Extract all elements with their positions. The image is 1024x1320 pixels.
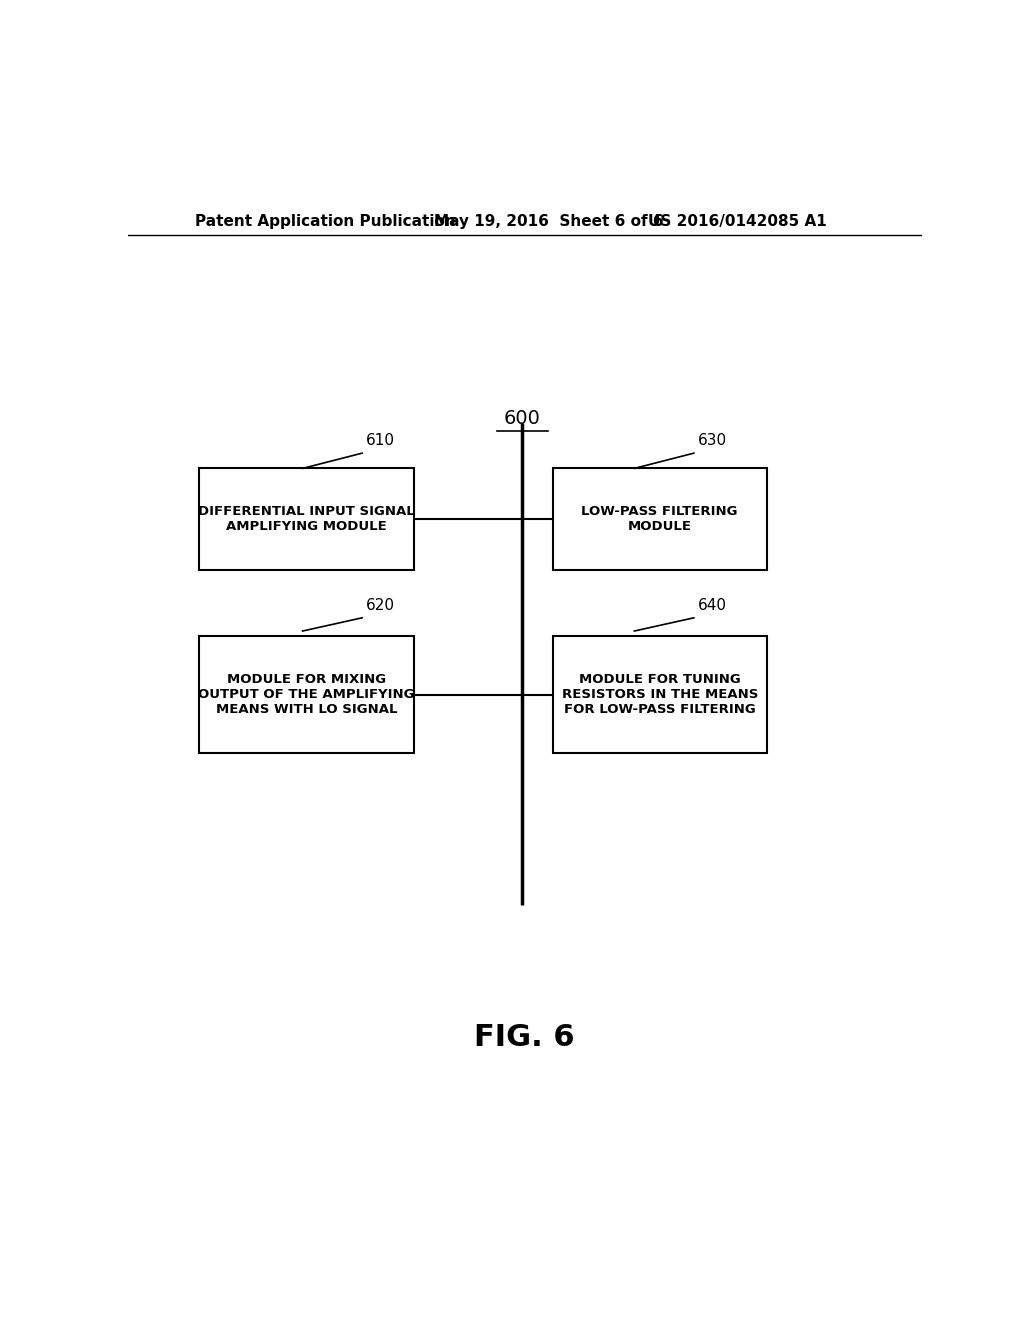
Text: 610: 610 [367, 433, 395, 447]
Bar [200, 469, 414, 570]
Text: 600: 600 [504, 409, 541, 428]
Text: 640: 640 [697, 598, 727, 612]
Bar [553, 469, 767, 570]
Text: 630: 630 [697, 433, 727, 447]
Text: FIG. 6: FIG. 6 [474, 1023, 575, 1052]
Bar [200, 636, 414, 752]
Text: MODULE FOR MIXING
OUTPUT OF THE AMPLIFYING
MEANS WITH LO SIGNAL: MODULE FOR MIXING OUTPUT OF THE AMPLIFYI… [199, 673, 415, 715]
Text: May 19, 2016  Sheet 6 of 6: May 19, 2016 Sheet 6 of 6 [433, 214, 664, 230]
Text: LOW-PASS FILTERING
MODULE: LOW-PASS FILTERING MODULE [582, 506, 738, 533]
Text: US 2016/0142085 A1: US 2016/0142085 A1 [648, 214, 826, 230]
Text: 620: 620 [367, 598, 395, 612]
Text: DIFFERENTIAL INPUT SIGNAL
AMPLIFYING MODULE: DIFFERENTIAL INPUT SIGNAL AMPLIFYING MOD… [199, 506, 415, 533]
Text: Patent Application Publication: Patent Application Publication [196, 214, 457, 230]
Bar [553, 636, 767, 752]
Text: MODULE FOR TUNING
RESISTORS IN THE MEANS
FOR LOW-PASS FILTERING: MODULE FOR TUNING RESISTORS IN THE MEANS… [561, 673, 758, 715]
